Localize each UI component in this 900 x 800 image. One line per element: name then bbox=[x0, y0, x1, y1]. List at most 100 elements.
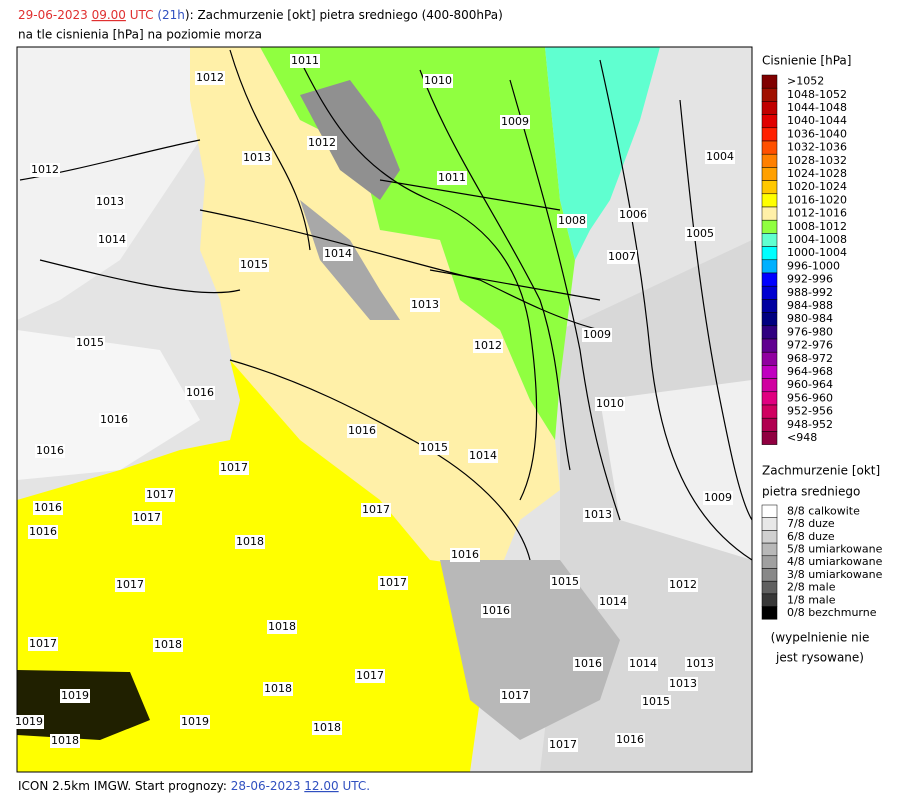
legend-label: 3/8 umiarkowane bbox=[787, 568, 883, 581]
isobar-label: 1017 bbox=[362, 503, 390, 516]
isobar-label: 1012 bbox=[474, 339, 502, 352]
legend-label: 0/8 bezchmurne bbox=[787, 606, 877, 619]
legend-label: 952-956 bbox=[787, 405, 833, 418]
isobar-label: 1016 bbox=[451, 548, 479, 561]
legend-label: 1044-1048 bbox=[787, 101, 847, 114]
isobar-label: 1019 bbox=[15, 715, 43, 728]
isobar-label: 1018 bbox=[154, 638, 182, 651]
isobar-label-box bbox=[33, 501, 63, 515]
isobar-label-box bbox=[185, 386, 215, 400]
isobar-label-box bbox=[180, 715, 210, 729]
isobar-label-box bbox=[145, 488, 175, 502]
legend-label: <948 bbox=[787, 431, 817, 444]
isobar-label: 1010 bbox=[424, 74, 452, 87]
isobar-label: 1016 bbox=[36, 444, 64, 457]
isobar-label-box bbox=[437, 171, 467, 185]
isobar-label: 1013 bbox=[96, 195, 124, 208]
isobar-label: 1015 bbox=[240, 258, 268, 271]
isobar-label: 1013 bbox=[243, 151, 271, 164]
legend-swatch bbox=[761, 568, 778, 582]
isobar-label: 1016 bbox=[482, 604, 510, 617]
legend-swatch bbox=[761, 206, 778, 221]
pressure-area-1016-1020 bbox=[17, 360, 520, 772]
isobar-label: 1015 bbox=[76, 336, 104, 349]
isobar-label-box bbox=[361, 503, 391, 517]
isobar-label-box bbox=[500, 115, 530, 129]
isobar-label: 1010 bbox=[596, 397, 624, 410]
isobar-label: 1016 bbox=[348, 424, 376, 437]
legend-label: 984-988 bbox=[787, 299, 833, 312]
cloud-area bbox=[17, 330, 200, 480]
legend-swatch bbox=[761, 233, 778, 247]
text-part: 09.00 bbox=[92, 8, 126, 22]
isobar-label: 1008 bbox=[558, 214, 586, 227]
isobar-label: 1014 bbox=[98, 233, 126, 246]
isobar-label-box bbox=[582, 328, 612, 342]
legend-label: 960-964 bbox=[787, 378, 833, 391]
isobar-label-box bbox=[355, 669, 385, 683]
isobar-label-box bbox=[97, 233, 127, 247]
isobar-label-box bbox=[307, 136, 337, 150]
map-frame bbox=[16, 46, 753, 773]
isobar-label: 1014 bbox=[469, 449, 497, 462]
isobar-label: 1011 bbox=[438, 171, 466, 184]
isobar-label: 1013 bbox=[411, 298, 439, 311]
isobar-label-box bbox=[473, 339, 503, 353]
isobar-label: 1015 bbox=[642, 695, 670, 708]
legend-title: Cisnienie [hPa] bbox=[762, 54, 851, 68]
legend-label: 968-972 bbox=[787, 352, 833, 365]
legend-label: 1/8 male bbox=[787, 593, 836, 606]
legend-swatch bbox=[761, 530, 778, 544]
legend-swatch bbox=[761, 114, 778, 129]
text-part: 29-06-2023 bbox=[18, 8, 92, 22]
isobar-label-box bbox=[481, 604, 511, 618]
isobar-label: 1017 bbox=[549, 738, 577, 751]
legend-label: 992-996 bbox=[787, 273, 833, 286]
text-part: ): Zachmurzenie [okt] pietra sredniego (… bbox=[185, 8, 503, 22]
isobar-label: 1014 bbox=[629, 657, 657, 670]
map-title: 29-06-2023 09.00 UTC (21h): Zachmurzenie… bbox=[18, 8, 503, 22]
isobar-label: 1012 bbox=[308, 136, 336, 149]
isobar-label-box bbox=[423, 74, 453, 88]
legend-label: 964-968 bbox=[787, 365, 833, 378]
legend-swatch bbox=[761, 580, 778, 595]
legend-swatch bbox=[761, 504, 778, 518]
isobar-label: 1018 bbox=[268, 620, 296, 633]
isobar-label-box bbox=[99, 413, 129, 427]
text-part: UTC bbox=[126, 8, 154, 22]
legend-swatch bbox=[761, 140, 778, 155]
isobar-label-box bbox=[115, 578, 145, 592]
legend-swatch bbox=[761, 259, 778, 274]
legend-label: 1008-1012 bbox=[787, 220, 847, 233]
isobar-label-box bbox=[598, 595, 628, 609]
isobar-label-box bbox=[450, 548, 480, 562]
legend-swatch bbox=[761, 312, 778, 327]
isobar-label: 1019 bbox=[61, 689, 89, 702]
map-subtitle: na tle cisnienia [hPa] na poziomie morza bbox=[18, 28, 262, 42]
isobar-label-box bbox=[28, 637, 58, 651]
pressure-legend: Cisnienie [hPa] >10521048-10521044-10481… bbox=[761, 54, 851, 445]
isobar-label-box bbox=[235, 535, 265, 549]
isobar-label-box bbox=[219, 461, 249, 475]
legend-swatch bbox=[761, 517, 778, 531]
isobar-label: 1014 bbox=[599, 595, 627, 608]
isobar-label: 1013 bbox=[686, 657, 714, 670]
text-part: 21h bbox=[162, 8, 185, 22]
cloud-area bbox=[17, 670, 150, 740]
isobar-label: 1018 bbox=[313, 721, 341, 734]
isobar-label-box bbox=[685, 227, 715, 241]
isobar-label: 1015 bbox=[420, 441, 448, 454]
legend-swatch bbox=[761, 87, 778, 102]
isobar-label-box bbox=[615, 733, 645, 747]
isobar-label: 1017 bbox=[116, 578, 144, 591]
legend-label: 996-1000 bbox=[787, 259, 840, 272]
isobar-label: 1018 bbox=[51, 734, 79, 747]
isobar-label: 1017 bbox=[133, 511, 161, 524]
legend-label: 980-984 bbox=[787, 312, 833, 325]
text-part: ( bbox=[154, 8, 163, 22]
legend-swatch bbox=[761, 167, 778, 181]
legend-swatch bbox=[761, 299, 778, 313]
isobar-label-box bbox=[378, 576, 408, 590]
legend-swatch bbox=[761, 153, 778, 168]
isobar-label: 1017 bbox=[501, 689, 529, 702]
